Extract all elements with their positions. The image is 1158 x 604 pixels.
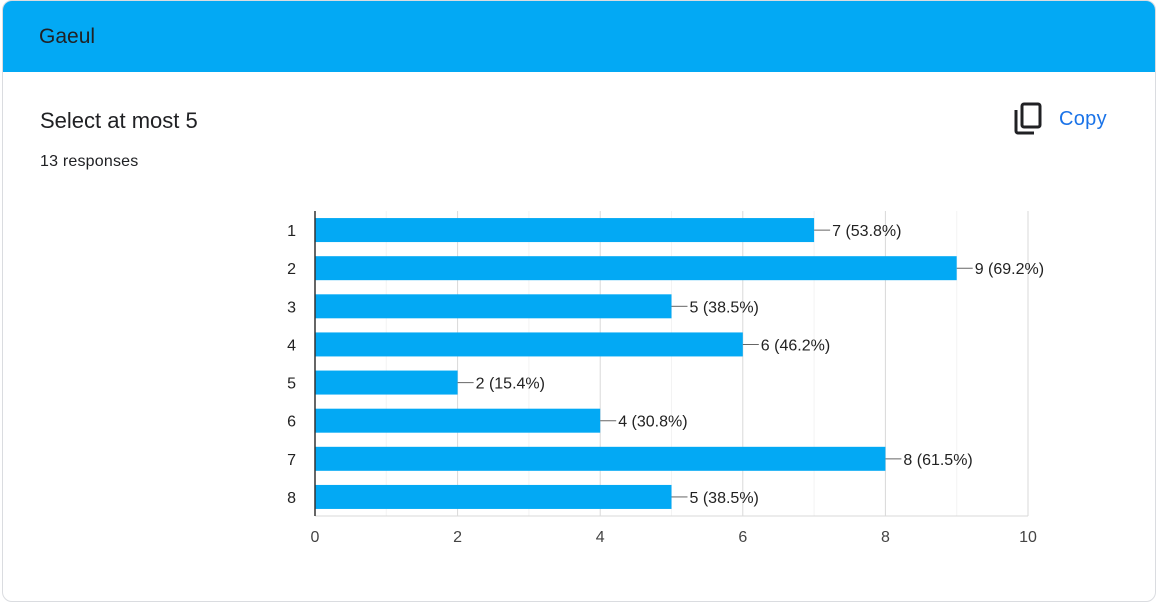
- data-label: 4 (30.8%): [618, 414, 687, 431]
- data-label: 7 (53.8%): [832, 223, 901, 240]
- y-tick-label: 3: [287, 299, 296, 316]
- y-tick-label: 7: [287, 452, 296, 469]
- x-tick-label: 10: [1019, 529, 1037, 546]
- y-tick-label: 5: [287, 376, 296, 393]
- copy-label: Copy: [1059, 107, 1107, 130]
- data-label: 9 (69.2%): [975, 261, 1044, 278]
- bar: [315, 294, 672, 319]
- y-tick-label: 2: [287, 261, 296, 278]
- copy-icon: [1014, 102, 1042, 135]
- y-tick-label: 1: [287, 223, 296, 240]
- x-tick-label: 8: [881, 529, 890, 546]
- x-tick-label: 0: [311, 529, 320, 546]
- response-count: 13 responses: [40, 153, 139, 170]
- bar: [315, 484, 672, 509]
- data-label: 8 (61.5%): [903, 452, 972, 469]
- data-label: 2 (15.4%): [476, 376, 545, 393]
- x-tick-label: 2: [453, 529, 462, 546]
- bar: [315, 256, 957, 281]
- copy-button[interactable]: Copy: [1013, 99, 1125, 139]
- y-tick-label: 6: [287, 414, 296, 431]
- bar: [315, 332, 743, 357]
- y-tick-label: 8: [287, 490, 296, 507]
- data-label: 5 (38.5%): [690, 490, 759, 507]
- x-tick-label: 4: [596, 529, 605, 546]
- bar: [315, 446, 886, 471]
- card-header: Gaeul: [3, 1, 1155, 72]
- question-title: Select at most 5: [40, 108, 198, 133]
- x-tick-label: 6: [738, 529, 747, 546]
- data-label: 5 (38.5%): [690, 299, 759, 316]
- bar: [315, 218, 815, 243]
- header-title: Gaeul: [39, 25, 96, 48]
- y-tick-label: 4: [287, 337, 296, 354]
- bar: [315, 370, 458, 395]
- bar: [315, 408, 601, 433]
- data-label: 6 (46.2%): [761, 337, 830, 354]
